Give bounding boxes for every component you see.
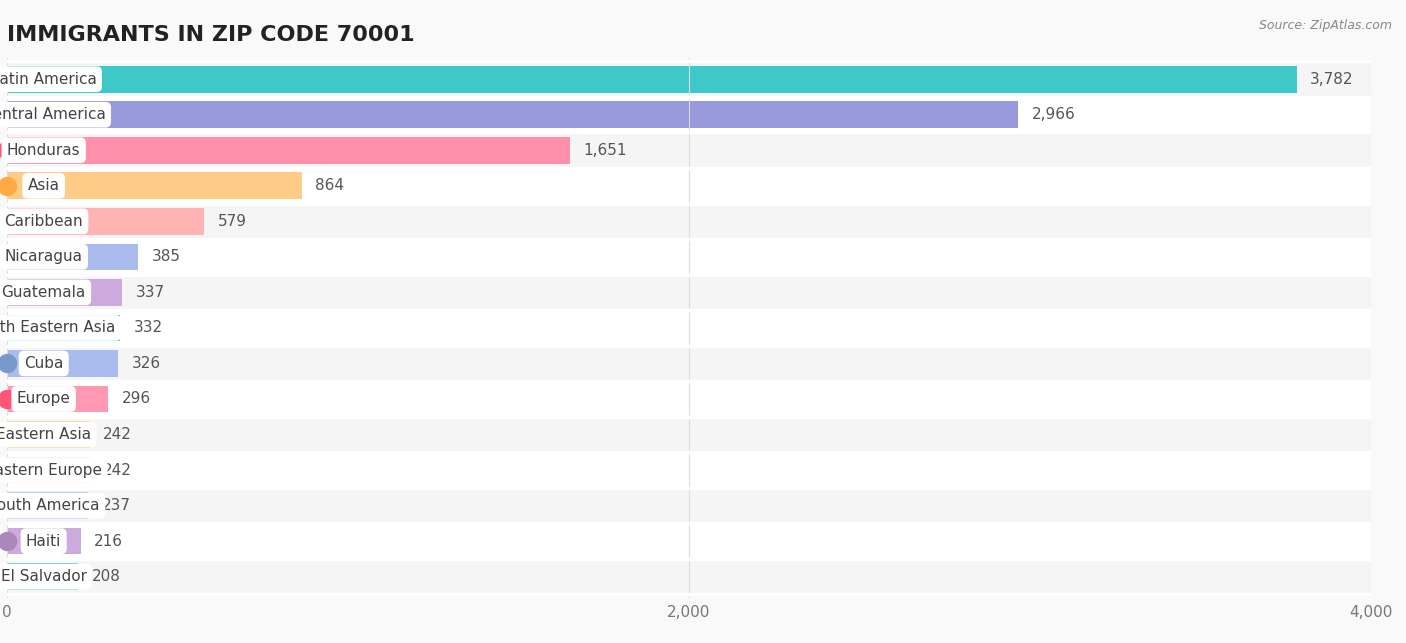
Bar [7,386,108,412]
Text: 242: 242 [103,462,132,478]
Bar [7,168,1371,204]
Bar [7,457,90,484]
Text: Asia: Asia [28,178,59,194]
Text: Nicaragua: Nicaragua [4,249,83,264]
Text: South Eastern Asia: South Eastern Asia [0,320,115,336]
Bar [7,314,121,341]
Text: 579: 579 [218,214,247,229]
Bar [7,66,1296,93]
Bar [7,137,569,163]
Text: Eastern Asia: Eastern Asia [0,427,91,442]
Text: IMMIGRANTS IN ZIP CODE 70001: IMMIGRANTS IN ZIP CODE 70001 [7,25,415,45]
Bar [7,62,1371,97]
Text: 385: 385 [152,249,181,264]
Bar [7,310,1371,346]
Text: 864: 864 [315,178,344,194]
Bar [7,346,1371,381]
Text: 296: 296 [121,392,150,406]
Text: Guatemala: Guatemala [1,285,86,300]
Text: El Salvador: El Salvador [0,569,87,584]
Bar [7,350,118,377]
Bar [7,417,1371,452]
Text: Caribbean: Caribbean [4,214,83,229]
Text: Latin America: Latin America [0,71,97,87]
Bar [7,528,80,554]
Text: 326: 326 [132,356,160,371]
Bar [7,523,1371,559]
Text: 208: 208 [91,569,121,584]
Text: 2,966: 2,966 [1032,107,1076,122]
Text: 332: 332 [134,320,163,336]
Bar [7,275,1371,310]
Bar [7,559,1371,594]
Text: 337: 337 [135,285,165,300]
Bar [7,239,1371,275]
Text: Haiti: Haiti [25,534,62,548]
Text: Central America: Central America [0,107,105,122]
Text: Source: ZipAtlas.com: Source: ZipAtlas.com [1258,19,1392,32]
Text: South America: South America [0,498,100,513]
Bar [7,204,1371,239]
Text: 237: 237 [101,498,131,513]
Bar [7,172,302,199]
Text: Cuba: Cuba [24,356,63,371]
Text: 216: 216 [94,534,124,548]
Bar [7,421,90,448]
Bar [7,381,1371,417]
Text: 3,782: 3,782 [1310,71,1354,87]
Bar [7,493,87,519]
Text: 242: 242 [103,427,132,442]
Bar [7,452,1371,488]
Bar [7,132,1371,168]
Text: 1,651: 1,651 [583,143,627,158]
Bar [7,563,77,590]
Bar [7,102,1018,128]
Bar [7,279,122,305]
Text: Eastern Europe: Eastern Europe [0,462,103,478]
Bar [7,208,204,235]
Text: Honduras: Honduras [7,143,80,158]
Text: Europe: Europe [17,392,70,406]
Bar [7,488,1371,523]
Bar [7,97,1371,132]
Bar [7,244,138,270]
